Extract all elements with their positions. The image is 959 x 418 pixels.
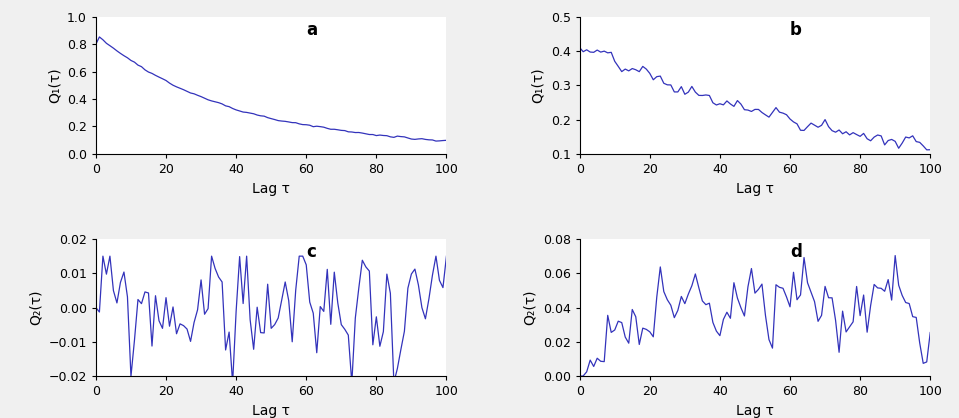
Text: a: a: [306, 21, 317, 39]
X-axis label: Lag τ: Lag τ: [252, 181, 291, 196]
X-axis label: Lag τ: Lag τ: [736, 404, 774, 418]
Y-axis label: Q₁(τ): Q₁(τ): [47, 68, 61, 103]
Text: d: d: [790, 243, 802, 261]
X-axis label: Lag τ: Lag τ: [252, 404, 291, 418]
Text: b: b: [790, 21, 802, 39]
Y-axis label: Q₂(τ): Q₂(τ): [523, 290, 537, 325]
X-axis label: Lag τ: Lag τ: [736, 181, 774, 196]
Y-axis label: Q₂(τ): Q₂(τ): [29, 290, 43, 325]
Text: c: c: [306, 243, 316, 261]
Y-axis label: Q₁(τ): Q₁(τ): [531, 68, 545, 103]
